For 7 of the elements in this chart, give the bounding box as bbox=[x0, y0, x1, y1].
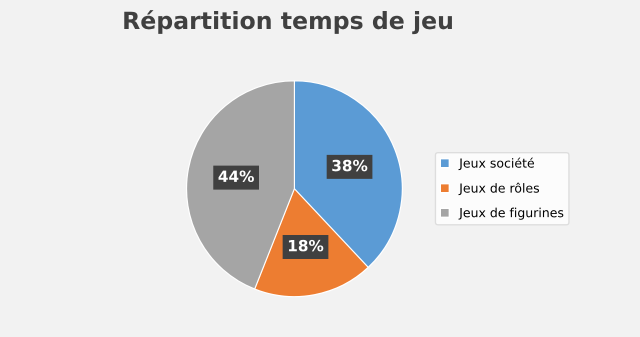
data-label: 18% bbox=[288, 240, 324, 252]
data-label: 38% bbox=[332, 160, 368, 172]
legend-label: Jeux de figurines bbox=[458, 208, 564, 220]
data-label: 44% bbox=[218, 170, 254, 182]
chart-title: Répartition temps de jeu bbox=[124, 10, 452, 34]
legend-label: Jeux société bbox=[458, 158, 534, 170]
legend-label: Jeux de rôles bbox=[458, 182, 540, 196]
